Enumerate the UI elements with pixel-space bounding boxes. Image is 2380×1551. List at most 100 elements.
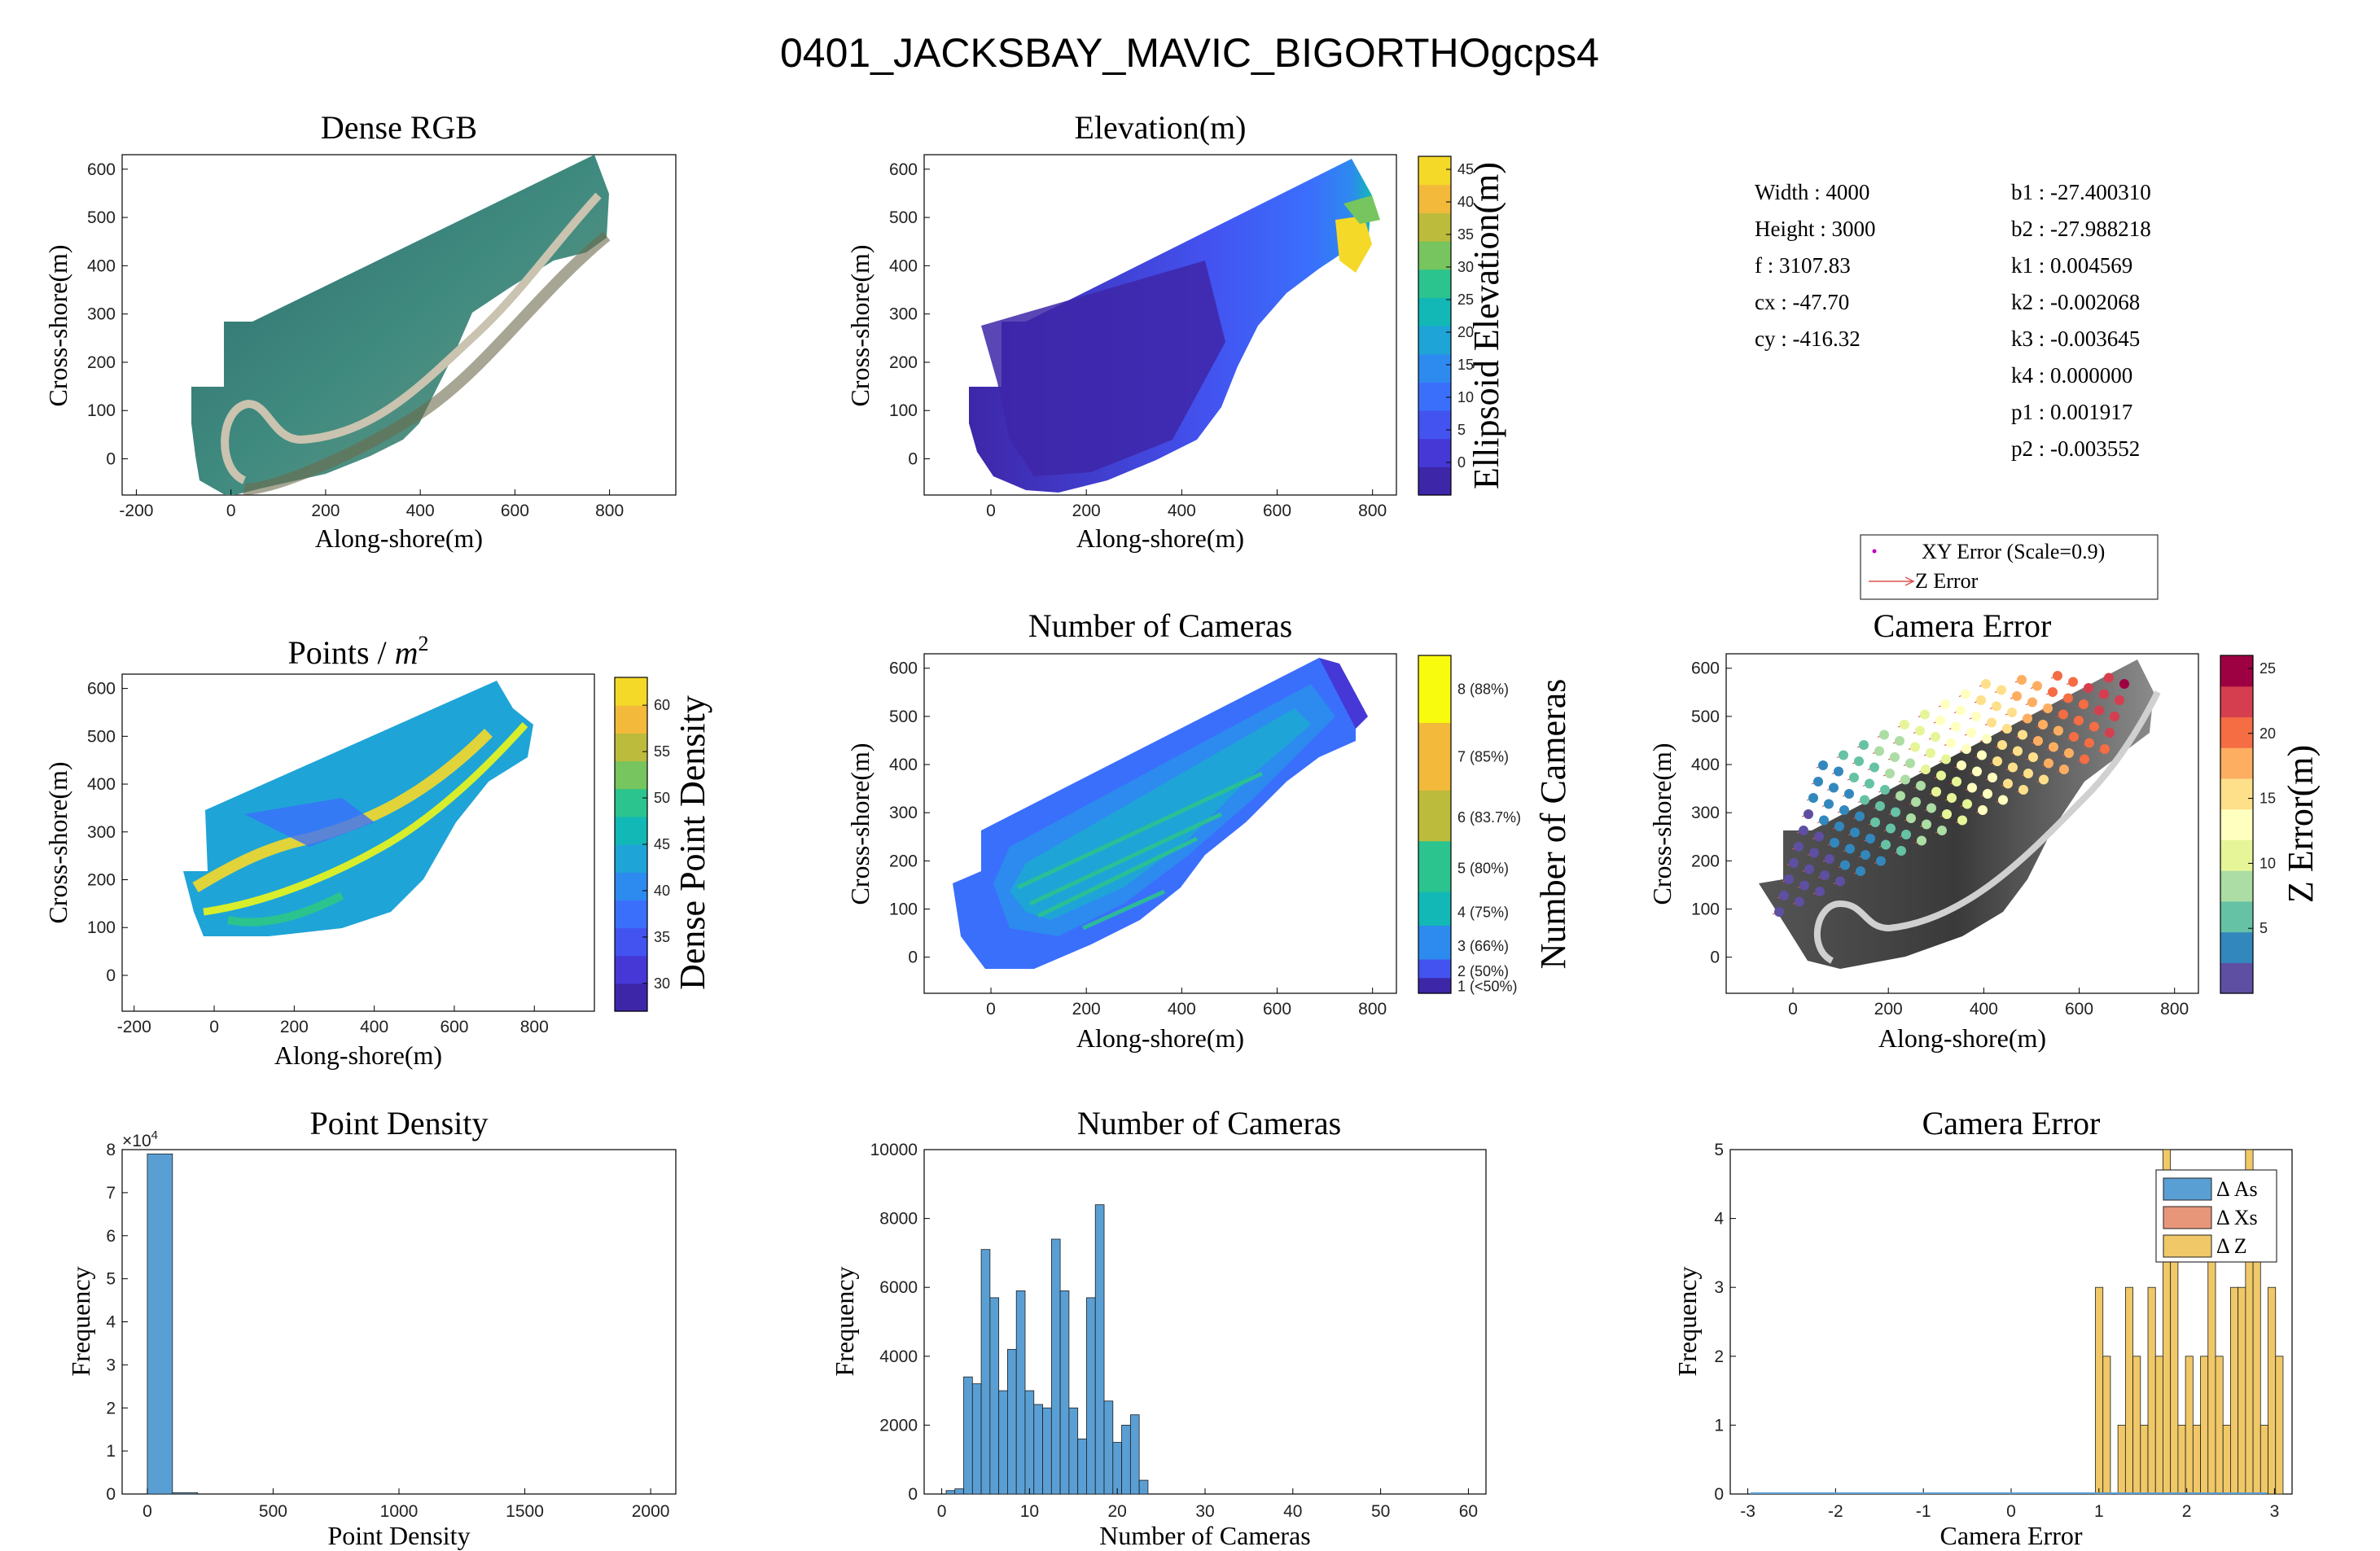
colorbar-tick-label: 25 bbox=[2259, 660, 2276, 677]
y-tick-label: 6000 bbox=[879, 1278, 918, 1297]
colorbar-tick-label: 0 bbox=[1457, 454, 1466, 471]
camera-error-dot bbox=[2044, 758, 2053, 769]
y-tick-label: 2 bbox=[106, 1399, 116, 1417]
y-tick-label: 0 bbox=[1714, 1485, 1724, 1504]
camera-error-dot bbox=[1987, 717, 1996, 728]
hist-legend-xs: Δ Xs bbox=[2216, 1206, 2258, 1229]
map-x-tick-label: 600 bbox=[440, 1018, 468, 1036]
camera-error-dot bbox=[1830, 838, 1839, 848]
camera-error-dot bbox=[1997, 740, 2007, 750]
x-tick-label: 30 bbox=[1195, 1502, 1214, 1521]
camera-error-dot bbox=[1895, 736, 1904, 746]
map-y-tick-label: 200 bbox=[87, 353, 116, 372]
camera-error-dot bbox=[1905, 758, 1915, 769]
camera-error-dots bbox=[1772, 671, 2129, 917]
camera-error-map-xlabel: Along-shore(m) bbox=[1878, 1023, 2046, 1053]
hist-bar bbox=[1121, 1425, 1131, 1495]
x-tick-label: 0 bbox=[937, 1502, 947, 1521]
num-cameras-hist-title: Number of Cameras bbox=[1077, 1105, 1341, 1141]
map-x-tick-label: 200 bbox=[1072, 1000, 1101, 1019]
rgb-orthomosaic bbox=[191, 155, 609, 495]
map-y-tick-label: 300 bbox=[889, 804, 918, 822]
colorbar-swatch bbox=[2220, 962, 2253, 994]
camera-error-dot bbox=[1804, 864, 1814, 874]
camera-error-dot bbox=[2023, 713, 2032, 724]
colorbar-swatch bbox=[2220, 870, 2253, 902]
camera-error-dot bbox=[2053, 725, 2063, 736]
colorbar-tick-label: 55 bbox=[654, 743, 670, 760]
camera-error-map-title: Camera Error bbox=[1874, 607, 2052, 644]
camera-error-dot bbox=[1795, 896, 1804, 907]
colorbar-tick-label: 5 (80%) bbox=[1457, 860, 1509, 876]
x-tick-label: 1000 bbox=[380, 1502, 419, 1521]
camera-error-dot bbox=[2043, 703, 2053, 713]
y-tick-label: 1 bbox=[106, 1442, 116, 1461]
map-x-tick-label: 800 bbox=[1358, 1000, 1387, 1019]
colorbar-swatch bbox=[1418, 269, 1451, 298]
hist-legend-as: Δ As bbox=[2216, 1177, 2258, 1201]
camera-error-dot bbox=[1813, 777, 1823, 786]
map-y-tick-label: 0 bbox=[908, 949, 918, 967]
param-width: Width : 4000 bbox=[1755, 180, 1869, 204]
hist-bar bbox=[954, 1488, 964, 1495]
camera-error-dot bbox=[1784, 874, 1794, 884]
hist-bar bbox=[1068, 1407, 1079, 1495]
colorbar-swatch bbox=[615, 983, 647, 1012]
map-x-tick-label: 600 bbox=[1263, 502, 1291, 520]
cameras-overlap-lines bbox=[1016, 771, 1264, 931]
z-error-colorbar-label: Z Error(m) bbox=[2281, 745, 2321, 903]
camera-error-legend: XY Error (Scale=0.9) Z Error bbox=[1860, 534, 2159, 600]
camera-error-dot bbox=[1890, 752, 1900, 762]
y-tick-label: 8000 bbox=[879, 1210, 918, 1229]
legend-box bbox=[1860, 534, 2159, 600]
hist-bar bbox=[2192, 1425, 2201, 1495]
elevation-mid-area bbox=[1343, 195, 1380, 224]
map-x-tick-label: 0 bbox=[1788, 1000, 1798, 1019]
camera-error-dot bbox=[1926, 748, 1935, 758]
map-x-tick-label: 400 bbox=[1168, 1000, 1196, 1019]
camera-error-dot bbox=[1855, 811, 1865, 822]
colorbar-swatch bbox=[615, 844, 647, 873]
map-y-tick-label: 500 bbox=[889, 708, 918, 726]
camera-error-dot bbox=[1849, 773, 1859, 782]
colorbar-tick-label: 10 bbox=[2259, 855, 2276, 871]
camera-error-dot bbox=[1966, 728, 1976, 738]
hist-bar bbox=[2238, 1286, 2246, 1495]
hist-bar bbox=[971, 1383, 982, 1495]
camera-error-dot bbox=[1982, 734, 1992, 744]
hist-bar bbox=[945, 1490, 956, 1495]
map-y-tick-label: 0 bbox=[106, 450, 116, 469]
camera-error-dot bbox=[2028, 752, 2038, 762]
camera-error-dot bbox=[2023, 769, 2033, 778]
colorbar-tick-label: 6 (83.7%) bbox=[1457, 809, 1521, 826]
map-y-tick-label: 100 bbox=[87, 401, 116, 420]
map-x-tick-label: 800 bbox=[1358, 502, 1387, 520]
y-tick-label: 3 bbox=[106, 1356, 116, 1374]
colorbar-tick-label: 15 bbox=[2259, 791, 2276, 807]
colorbar-tick-label: 20 bbox=[2259, 725, 2276, 742]
camera-error-dot bbox=[1931, 786, 1941, 797]
map-x-tick-label: 400 bbox=[360, 1018, 388, 1036]
num-cameras-map-title: Number of Cameras bbox=[1028, 607, 1292, 644]
camera-error-dot bbox=[1809, 848, 1819, 858]
colorbar-swatch bbox=[2220, 686, 2253, 718]
hist-bar bbox=[2275, 1356, 2284, 1495]
map-y-tick-label: 400 bbox=[889, 756, 918, 774]
x-tick-label: 60 bbox=[1459, 1502, 1478, 1521]
camera-error-dot bbox=[1917, 835, 1926, 846]
camera-error-dot bbox=[1941, 754, 1951, 765]
colorbar-swatch bbox=[1418, 212, 1451, 242]
camera-error-dot bbox=[1845, 843, 1855, 854]
param-b1: b1 : -27.400310 bbox=[2011, 180, 2151, 204]
camera-error-map-panel: Camera Error bbox=[1725, 607, 2199, 994]
camera-error-dot bbox=[1885, 769, 1895, 778]
map-x-tick-label: 400 bbox=[1970, 1000, 1998, 1019]
camera-error-dot bbox=[1856, 866, 1865, 876]
hist-legend-z-swatch bbox=[2163, 1234, 2212, 1258]
hist-bar bbox=[1103, 1400, 1114, 1495]
points-ylabel: Cross-shore(m) bbox=[43, 761, 72, 923]
x-tick-label: 20 bbox=[1108, 1502, 1127, 1521]
camera-error-dot bbox=[2012, 691, 2022, 701]
camera-error-dot bbox=[2079, 699, 2089, 709]
elevation-title: Elevation(m) bbox=[1074, 109, 1246, 146]
